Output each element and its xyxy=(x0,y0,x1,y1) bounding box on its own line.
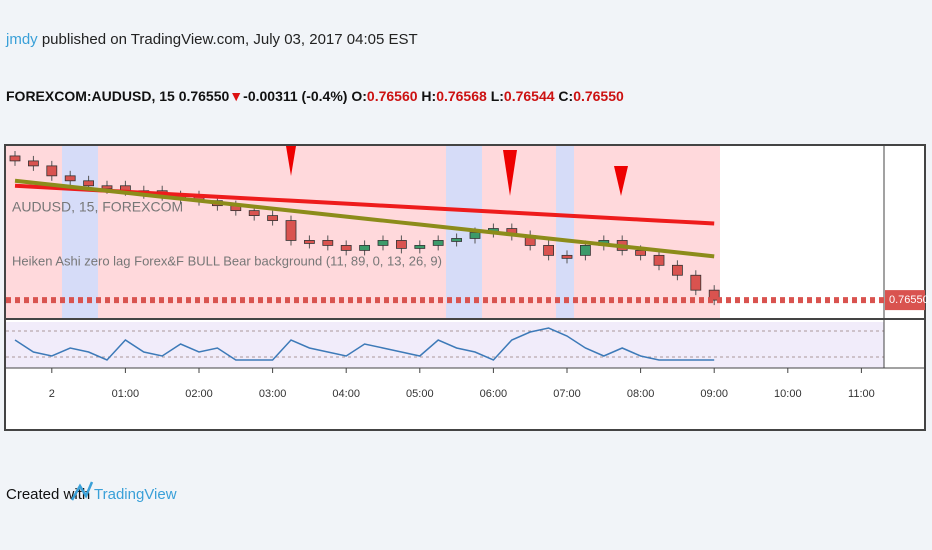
author-link[interactable]: jmdy xyxy=(5,31,38,48)
candle xyxy=(635,249,646,256)
brand-name[interactable]: TradingView xyxy=(94,486,177,503)
candle xyxy=(672,264,683,276)
created-with: Created with xyxy=(6,486,90,503)
bull-background xyxy=(556,146,574,318)
marks: 2 01:00 02:00 03:00 04:00 05:00 06:00 07:00 08:0… xyxy=(6,150,929,400)
price-line: FOREXCOM:AUDUSD, 15 0.76550▼-0.00311 (-0… xyxy=(6,88,624,104)
candle xyxy=(340,245,352,251)
x-tick-label: 04:00 xyxy=(332,388,360,400)
symbol-legend: AUDUSD, 15, FOREXCOM xyxy=(12,199,183,215)
l-label: L: xyxy=(491,88,504,104)
candle xyxy=(303,240,315,244)
arrow: ▼ xyxy=(229,88,243,104)
candle xyxy=(395,240,407,249)
published-text: published on TradingView.com, July 03, 2… xyxy=(42,31,418,48)
indicator-legend: Heiken Ashi zero lag Forex&F BULL Bear b… xyxy=(12,253,442,268)
moving-average xyxy=(14,178,715,259)
candle xyxy=(690,274,702,291)
candle xyxy=(9,155,21,162)
x-tick-label: 08:00 xyxy=(627,388,655,400)
candle xyxy=(285,220,297,241)
header-line: jmdy published on TradingView.com, July … xyxy=(5,31,418,48)
sell-signal xyxy=(286,146,296,176)
c-value: 0.76550 xyxy=(573,88,624,104)
candle xyxy=(27,160,39,167)
brand-logo xyxy=(70,481,94,501)
bear-background xyxy=(6,146,720,318)
candle xyxy=(267,215,279,221)
last: 0.76550 xyxy=(179,88,230,104)
candle xyxy=(322,240,334,246)
x-tick-label: 10:00 xyxy=(774,388,802,400)
l-value: 0.76544 xyxy=(504,88,555,104)
candle xyxy=(101,185,113,190)
x-tick-label: 11:00 xyxy=(848,388,875,400)
oscillator-background xyxy=(6,322,884,368)
candle xyxy=(432,240,444,246)
x-tick-label: 03:00 xyxy=(259,388,287,400)
candle xyxy=(653,254,665,266)
oscillator-line xyxy=(14,327,715,361)
candle xyxy=(248,210,260,216)
o-value: 0.76560 xyxy=(367,88,418,104)
h-label: H: xyxy=(421,88,436,104)
candle xyxy=(561,254,573,259)
x-tick-label: 2 xyxy=(49,388,55,400)
candle xyxy=(377,240,389,246)
c-label: C: xyxy=(558,88,573,104)
candle xyxy=(414,245,426,249)
candle xyxy=(359,245,371,251)
x-tick-label: 02:00 xyxy=(185,388,213,400)
sell-signal xyxy=(503,150,517,196)
last-price-box xyxy=(885,290,925,311)
candle xyxy=(64,175,76,182)
symbol: FOREXCOM:AUDUSD, 15 xyxy=(6,88,175,104)
x-tick-label: 09:00 xyxy=(700,388,728,400)
o-label: O: xyxy=(351,88,367,104)
last-price-label: 0.76550 xyxy=(889,294,929,306)
candle xyxy=(708,289,720,301)
sell-signal xyxy=(614,166,628,196)
candle xyxy=(543,245,554,256)
candle xyxy=(451,238,463,242)
change: -0.00311 (-0.4%) xyxy=(243,88,347,104)
x-tick-label: 07:00 xyxy=(553,388,581,400)
x-tick-label: 05:00 xyxy=(406,388,434,400)
bull-background xyxy=(62,146,98,318)
candle xyxy=(580,245,591,256)
candle xyxy=(46,165,58,177)
x-tick-label: 06:00 xyxy=(480,388,508,400)
candle xyxy=(469,232,481,239)
h-value: 0.76568 xyxy=(436,88,487,104)
x-tick-label: 01:00 xyxy=(112,388,140,400)
candle xyxy=(83,180,94,187)
